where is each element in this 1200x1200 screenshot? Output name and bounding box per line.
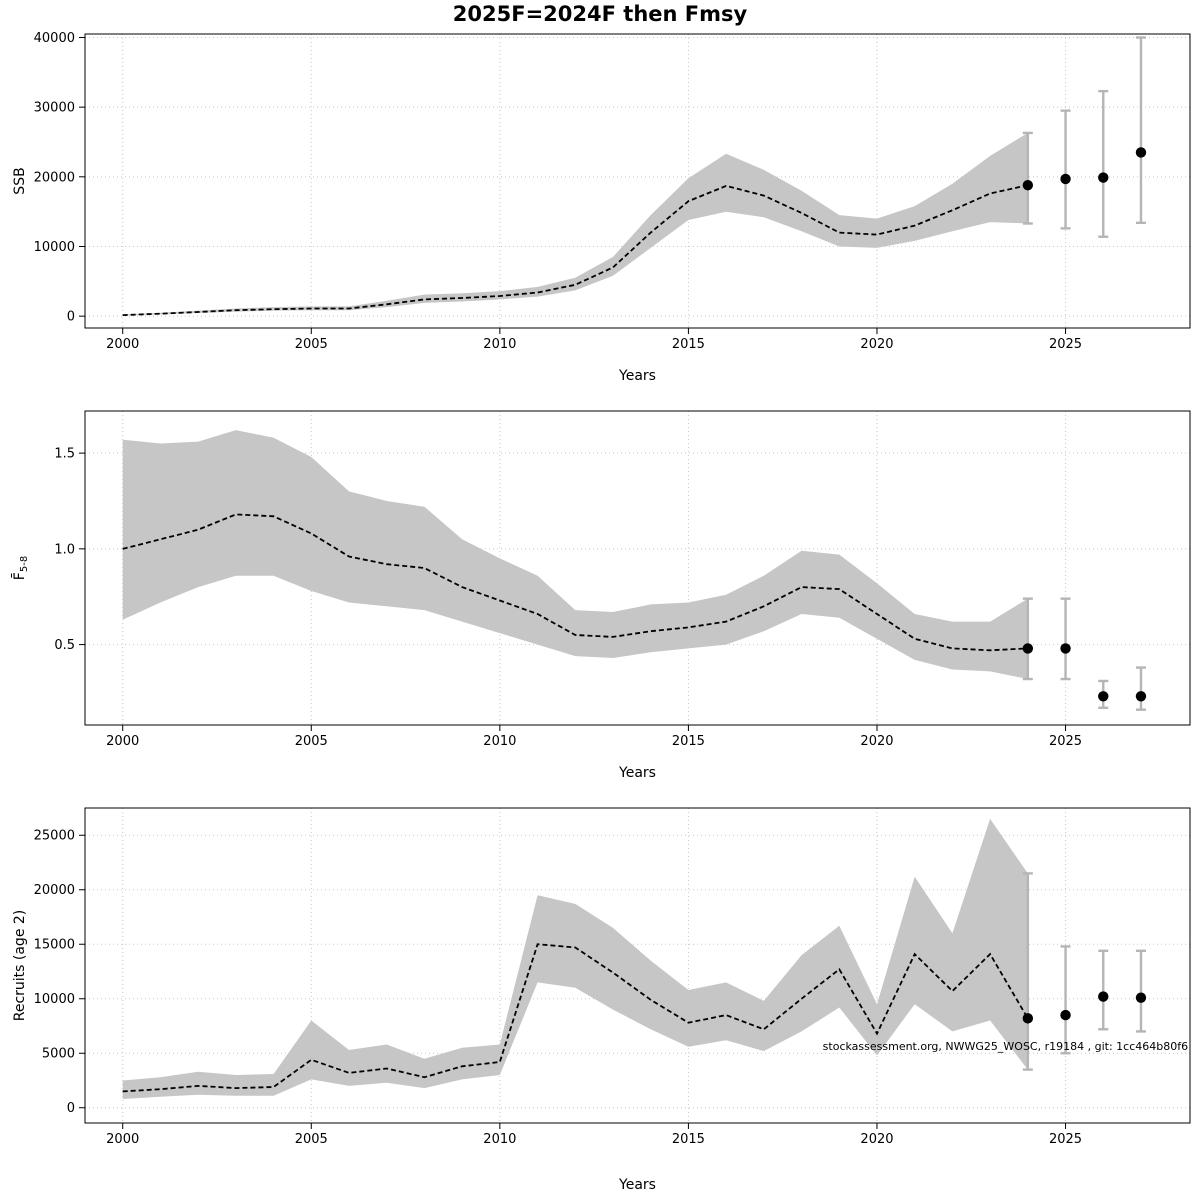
x-tick-label: 2000: [106, 1132, 139, 1147]
fbar-confidence-band: [122, 430, 1028, 679]
fbar-forecast-dot: [1022, 643, 1034, 654]
x-tick-label: 2020: [860, 337, 893, 352]
recruits-forecast-dot: [1060, 1009, 1071, 1021]
y-tick-label: 10000: [34, 992, 75, 1007]
fbar-forecast-dot: [1098, 691, 1109, 702]
x-tick-label: 2025: [1049, 337, 1082, 352]
y-tick-label: 0: [67, 1101, 75, 1116]
ssb-forecast-dot: [1060, 173, 1071, 185]
recruits-panel: 2000 2005 2010 2015 2020 2025 0 5000 10000 15000 2…: [0, 783, 1200, 1200]
x-tick-label: 2015: [672, 734, 705, 749]
recruits-forecast-dot: [1022, 1013, 1034, 1024]
y-tick-label: 25000: [34, 829, 75, 844]
ssb-forecast-dot: [1135, 147, 1147, 158]
recruits-forecast-dot: [1098, 991, 1109, 1002]
plot-border: [84, 410, 1191, 726]
y-tick-label: 5000: [42, 1047, 75, 1062]
x-tick-label: 2015: [672, 337, 705, 352]
ssb-chart: 2000 2005 2010 2015 2020 2025 0 10000 20000 30000…: [12, 31, 1191, 384]
y-tick-label: 20000: [34, 883, 75, 898]
x-tick-label: 2025: [1049, 734, 1082, 749]
ssb-forecast-dot: [1022, 179, 1034, 191]
ssb-panel: 2000 2005 2010 2015 2020 2025 0 10000 20000 30000…: [0, 28, 1200, 393]
x-axis-label: Years: [618, 1177, 656, 1193]
y-axis-label: SSB: [12, 167, 28, 194]
y-tick-label: 20000: [34, 170, 75, 185]
y-tick-label: 0: [67, 310, 75, 325]
x-tick-label: 2005: [295, 1132, 328, 1147]
recruits-forecast-dot: [1135, 992, 1147, 1003]
y-axis-label: Recruits (age 2): [12, 910, 28, 1022]
plot-border: [84, 33, 1191, 329]
source-annotation: stockassessment.org, NWWG25_WOSC, r19184…: [823, 1040, 1188, 1053]
x-tick-label: 2010: [483, 734, 516, 749]
ssb-median-line: [122, 184, 1028, 316]
fbar-forecast-dot: [1135, 691, 1147, 702]
recruits-chart: 2000 2005 2010 2015 2020 2025 0 5000 10000 15000 2…: [12, 807, 1191, 1193]
x-axis-label: Years: [618, 368, 656, 384]
fbar-chart: 2000 2005 2010 2015 2020 2025 0.5 1.0 1.5 Years F̄…: [10, 410, 1191, 781]
recruits-confidence-band: [122, 818, 1028, 1099]
y-tick-label: 10000: [34, 240, 75, 255]
fbar-panel: 2000 2005 2010 2015 2020 2025 0.5 1.0 1.5 Years F̄…: [0, 393, 1200, 783]
plot-border: [84, 807, 1191, 1124]
x-axis-label: Years: [618, 765, 656, 781]
x-tick-label: 2005: [295, 337, 328, 352]
fbar-median-line: [122, 513, 1028, 652]
y-tick-label: 0.5: [54, 638, 75, 653]
x-tick-label: 2010: [483, 1132, 516, 1147]
y-axis-label: F̄5-8: [10, 556, 30, 580]
y-tick-label: 15000: [34, 938, 75, 953]
x-tick-label: 2010: [483, 337, 516, 352]
x-tick-label: 2020: [860, 734, 893, 749]
x-tick-label: 2020: [860, 1132, 893, 1147]
ssb-forecast-dot: [1098, 172, 1109, 183]
x-tick-label: 2025: [1049, 1132, 1082, 1147]
y-tick-label: 1.5: [54, 447, 75, 462]
x-tick-label: 2000: [106, 734, 139, 749]
ssb-confidence-band: [122, 132, 1028, 316]
x-tick-label: 2005: [295, 734, 328, 749]
recruits-median-line: [122, 943, 1029, 1093]
x-tick-label: 2015: [672, 1132, 705, 1147]
y-tick-label: 1.0: [54, 542, 75, 557]
y-tick-label: 30000: [34, 101, 75, 116]
chart-title: 2025F=2024F then Fmsy: [452, 2, 748, 26]
x-tick-label: 2000: [106, 337, 139, 352]
fbar-forecast-dot: [1060, 643, 1071, 654]
y-tick-label: 40000: [34, 31, 75, 46]
